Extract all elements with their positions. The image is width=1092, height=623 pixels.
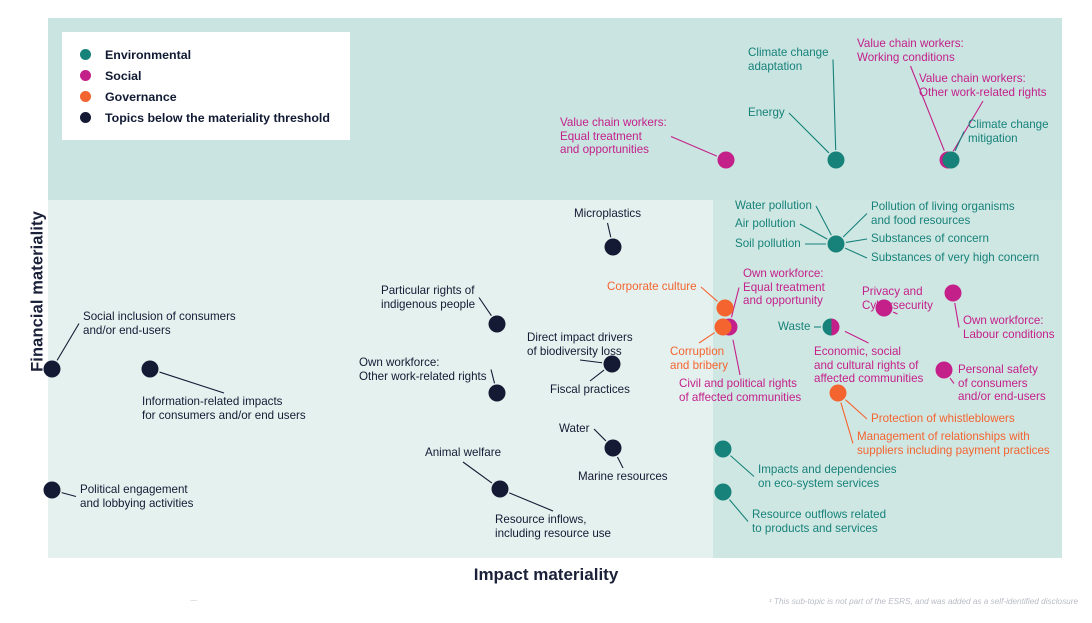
- data-label-animal-welfare: Animal welfare: [425, 446, 502, 459]
- data-label-own-workforce-other-work-related-rights: Own workforce: Other work-related rights: [359, 356, 487, 383]
- data-point-own-workforce-labour-conditions[interactable]: [944, 284, 962, 302]
- data-point-own-workforce-other-work-related-rights[interactable]: [488, 384, 506, 402]
- data-label-impacts-and-dependencies-eco-system: Impacts and dependencies on eco-system s…: [758, 463, 897, 490]
- data-point-protection-of-whistleblowers[interactable]: [829, 384, 847, 402]
- data-label-corporate-culture: Corporate culture: [607, 280, 697, 293]
- legend-label-social: Social: [105, 68, 142, 83]
- legend-label-governance: Governance: [105, 89, 177, 104]
- data-label-social-inclusion-of-consumers: Social inclusion of consumers and/or end…: [83, 310, 236, 337]
- legend-swatch-below-threshold: [80, 112, 91, 123]
- data-point-value-chain-workers-equal-treatment[interactable]: [717, 151, 735, 169]
- data-label-climate-change-mitigation: Climate change mitigation: [968, 118, 1049, 145]
- data-label-value-chain-workers-equal-treatment: Value chain workers: Equal treatment and…: [560, 116, 667, 157]
- legend-label-below-threshold: Topics below the materiality threshold: [105, 110, 330, 125]
- legend-swatch-governance: [80, 91, 91, 102]
- data-point-half-right: [831, 318, 840, 336]
- x-axis-title: Impact materiality: [473, 565, 619, 584]
- data-point-waste[interactable]: [822, 318, 840, 336]
- data-label-resource-inflows: Resource inflows, including resource use: [495, 513, 612, 540]
- data-label-substances-of-concern: Substances of concern: [871, 232, 989, 245]
- chart-legend: Environmental Social Governance Topics b…: [62, 32, 350, 140]
- legend-item-below-threshold[interactable]: Topics below the materiality threshold: [80, 107, 334, 128]
- data-label-own-workforce-equal-treatment: Own workforce: Equal treatment and oppor…: [743, 267, 825, 308]
- data-label-water: Water: [559, 422, 590, 435]
- chart-footnote: ¹ This sub-topic is not part of the ESRS…: [768, 597, 1078, 606]
- data-label-microplastics: Microplastics: [574, 207, 641, 220]
- data-point-resource-outflows[interactable]: [714, 483, 732, 501]
- data-point-privacy-and-cybersecurity[interactable]: [875, 299, 893, 317]
- quadrant-band-high-impact: [713, 200, 1062, 558]
- data-label-value-chain-workers-other-work-related-rights: Value chain workers: Other work-related …: [919, 72, 1047, 99]
- data-label-own-workforce-labour-conditions: Own workforce: Labour conditions: [963, 314, 1055, 341]
- data-label-pollution-of-living-organisms: Pollution of living organisms and food r…: [871, 200, 1015, 227]
- data-label-value-chain-workers-working-conditions: Value chain workers: Working conditions: [857, 37, 964, 64]
- data-label-civil-and-political-rights: Civil and political rights of affected c…: [679, 377, 802, 404]
- legend-swatch-environmental: [80, 49, 91, 60]
- data-point-political-engagement-and-lobbying[interactable]: [43, 481, 61, 499]
- data-point-corruption-and-bribery[interactable]: [714, 318, 732, 336]
- data-label-substances-of-very-high-concern: Substances of very high concern: [871, 251, 1040, 264]
- data-point-water-pollution[interactable]: [827, 235, 845, 253]
- legend-item-social[interactable]: Social: [80, 65, 334, 86]
- data-label-management-of-relationships-with-suppliers: Management of relationships with supplie…: [857, 430, 1050, 457]
- legend-swatch-social: [80, 70, 91, 81]
- data-label-protection-of-whistleblowers: Protection of whistleblowers: [871, 412, 1015, 425]
- data-label-fiscal-practices: Fiscal practices: [550, 383, 630, 396]
- data-point-information-related-impacts[interactable]: [141, 360, 159, 378]
- data-point-climate-change-mitigation[interactable]: [942, 151, 960, 169]
- data-point-animal-welfare[interactable]: [491, 480, 509, 498]
- legend-item-governance[interactable]: Governance: [80, 86, 334, 107]
- data-point-social-inclusion-of-consumers[interactable]: [43, 360, 61, 378]
- data-label-direct-impact-drivers-of-biodiversity-loss: Direct impact drivers of biodiversity lo…: [527, 331, 633, 358]
- data-label-information-related-impacts: Information-related impacts for consumer…: [142, 395, 306, 422]
- data-label-air-pollution: Air pollution: [735, 217, 796, 230]
- y-axis-title: Financial materiality: [28, 211, 47, 372]
- data-point-particular-rights-of-indigenous-people[interactable]: [488, 315, 506, 333]
- legend-label-environmental: Environmental: [105, 47, 192, 62]
- data-point-climate-change-adaptation[interactable]: [827, 151, 845, 169]
- data-point-microplastics[interactable]: [604, 238, 622, 256]
- data-point-personal-safety-of-consumers[interactable]: [935, 361, 953, 379]
- data-label-corruption-and-bribery: Corruption and bribery: [670, 345, 729, 372]
- data-point-corporate-culture[interactable]: [716, 299, 734, 317]
- legend-item-environmental[interactable]: Environmental: [80, 44, 334, 65]
- data-label-waste: Waste: [778, 320, 811, 333]
- data-point-impacts-and-dependencies-eco-system[interactable]: [714, 440, 732, 458]
- data-point-water[interactable]: [604, 439, 622, 457]
- data-label-particular-rights-of-indigenous-people: Particular rights of indigenous people: [381, 284, 476, 311]
- data-label-political-engagement-and-lobbying: Political engagement and lobbying activi…: [80, 483, 194, 510]
- data-label-soil-pollution: Soil pollution: [735, 237, 801, 250]
- data-point-direct-impact-drivers-of-biodiversity-loss[interactable]: [603, 355, 621, 373]
- corner-mark: ~~: [190, 598, 197, 605]
- data-label-water-pollution: Water pollution: [735, 199, 812, 212]
- data-label-personal-safety-of-consumers: Personal safety of consumers and/or end-…: [958, 363, 1046, 404]
- data-label-resource-outflows: Resource outflows related to products an…: [752, 508, 887, 535]
- data-point-half-left: [822, 318, 831, 336]
- data-label-climate-change-adaptation: Climate change adaptation: [748, 46, 829, 73]
- data-label-energy: Energy: [748, 106, 785, 119]
- data-label-privacy-and-cybersecurity: Privacy and Cybersecurity: [862, 285, 933, 312]
- data-label-economic-social-cultural-rights: Economic, social and cultural rights of …: [814, 345, 924, 386]
- data-label-marine-resources: Marine resources: [578, 470, 668, 483]
